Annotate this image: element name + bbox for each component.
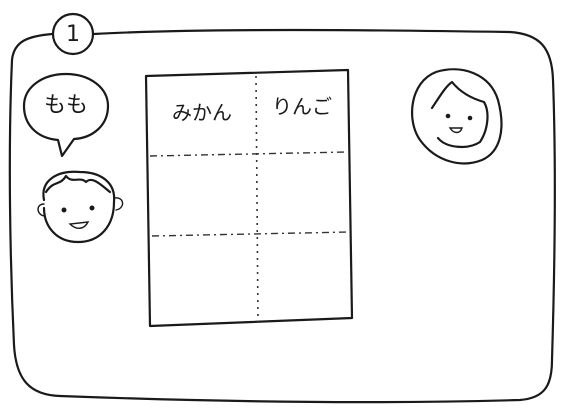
table-sheet — [144, 68, 354, 328]
number-label: 1 — [66, 22, 80, 47]
speech-text: もも — [44, 93, 88, 118]
boy-face — [37, 170, 124, 244]
girl-face — [410, 68, 503, 165]
speech-bubble — [22, 72, 110, 158]
frame — [8, 28, 556, 404]
table-header: みかん — [172, 101, 232, 125]
number-circle — [51, 12, 95, 56]
table-header: りんご — [272, 95, 332, 119]
